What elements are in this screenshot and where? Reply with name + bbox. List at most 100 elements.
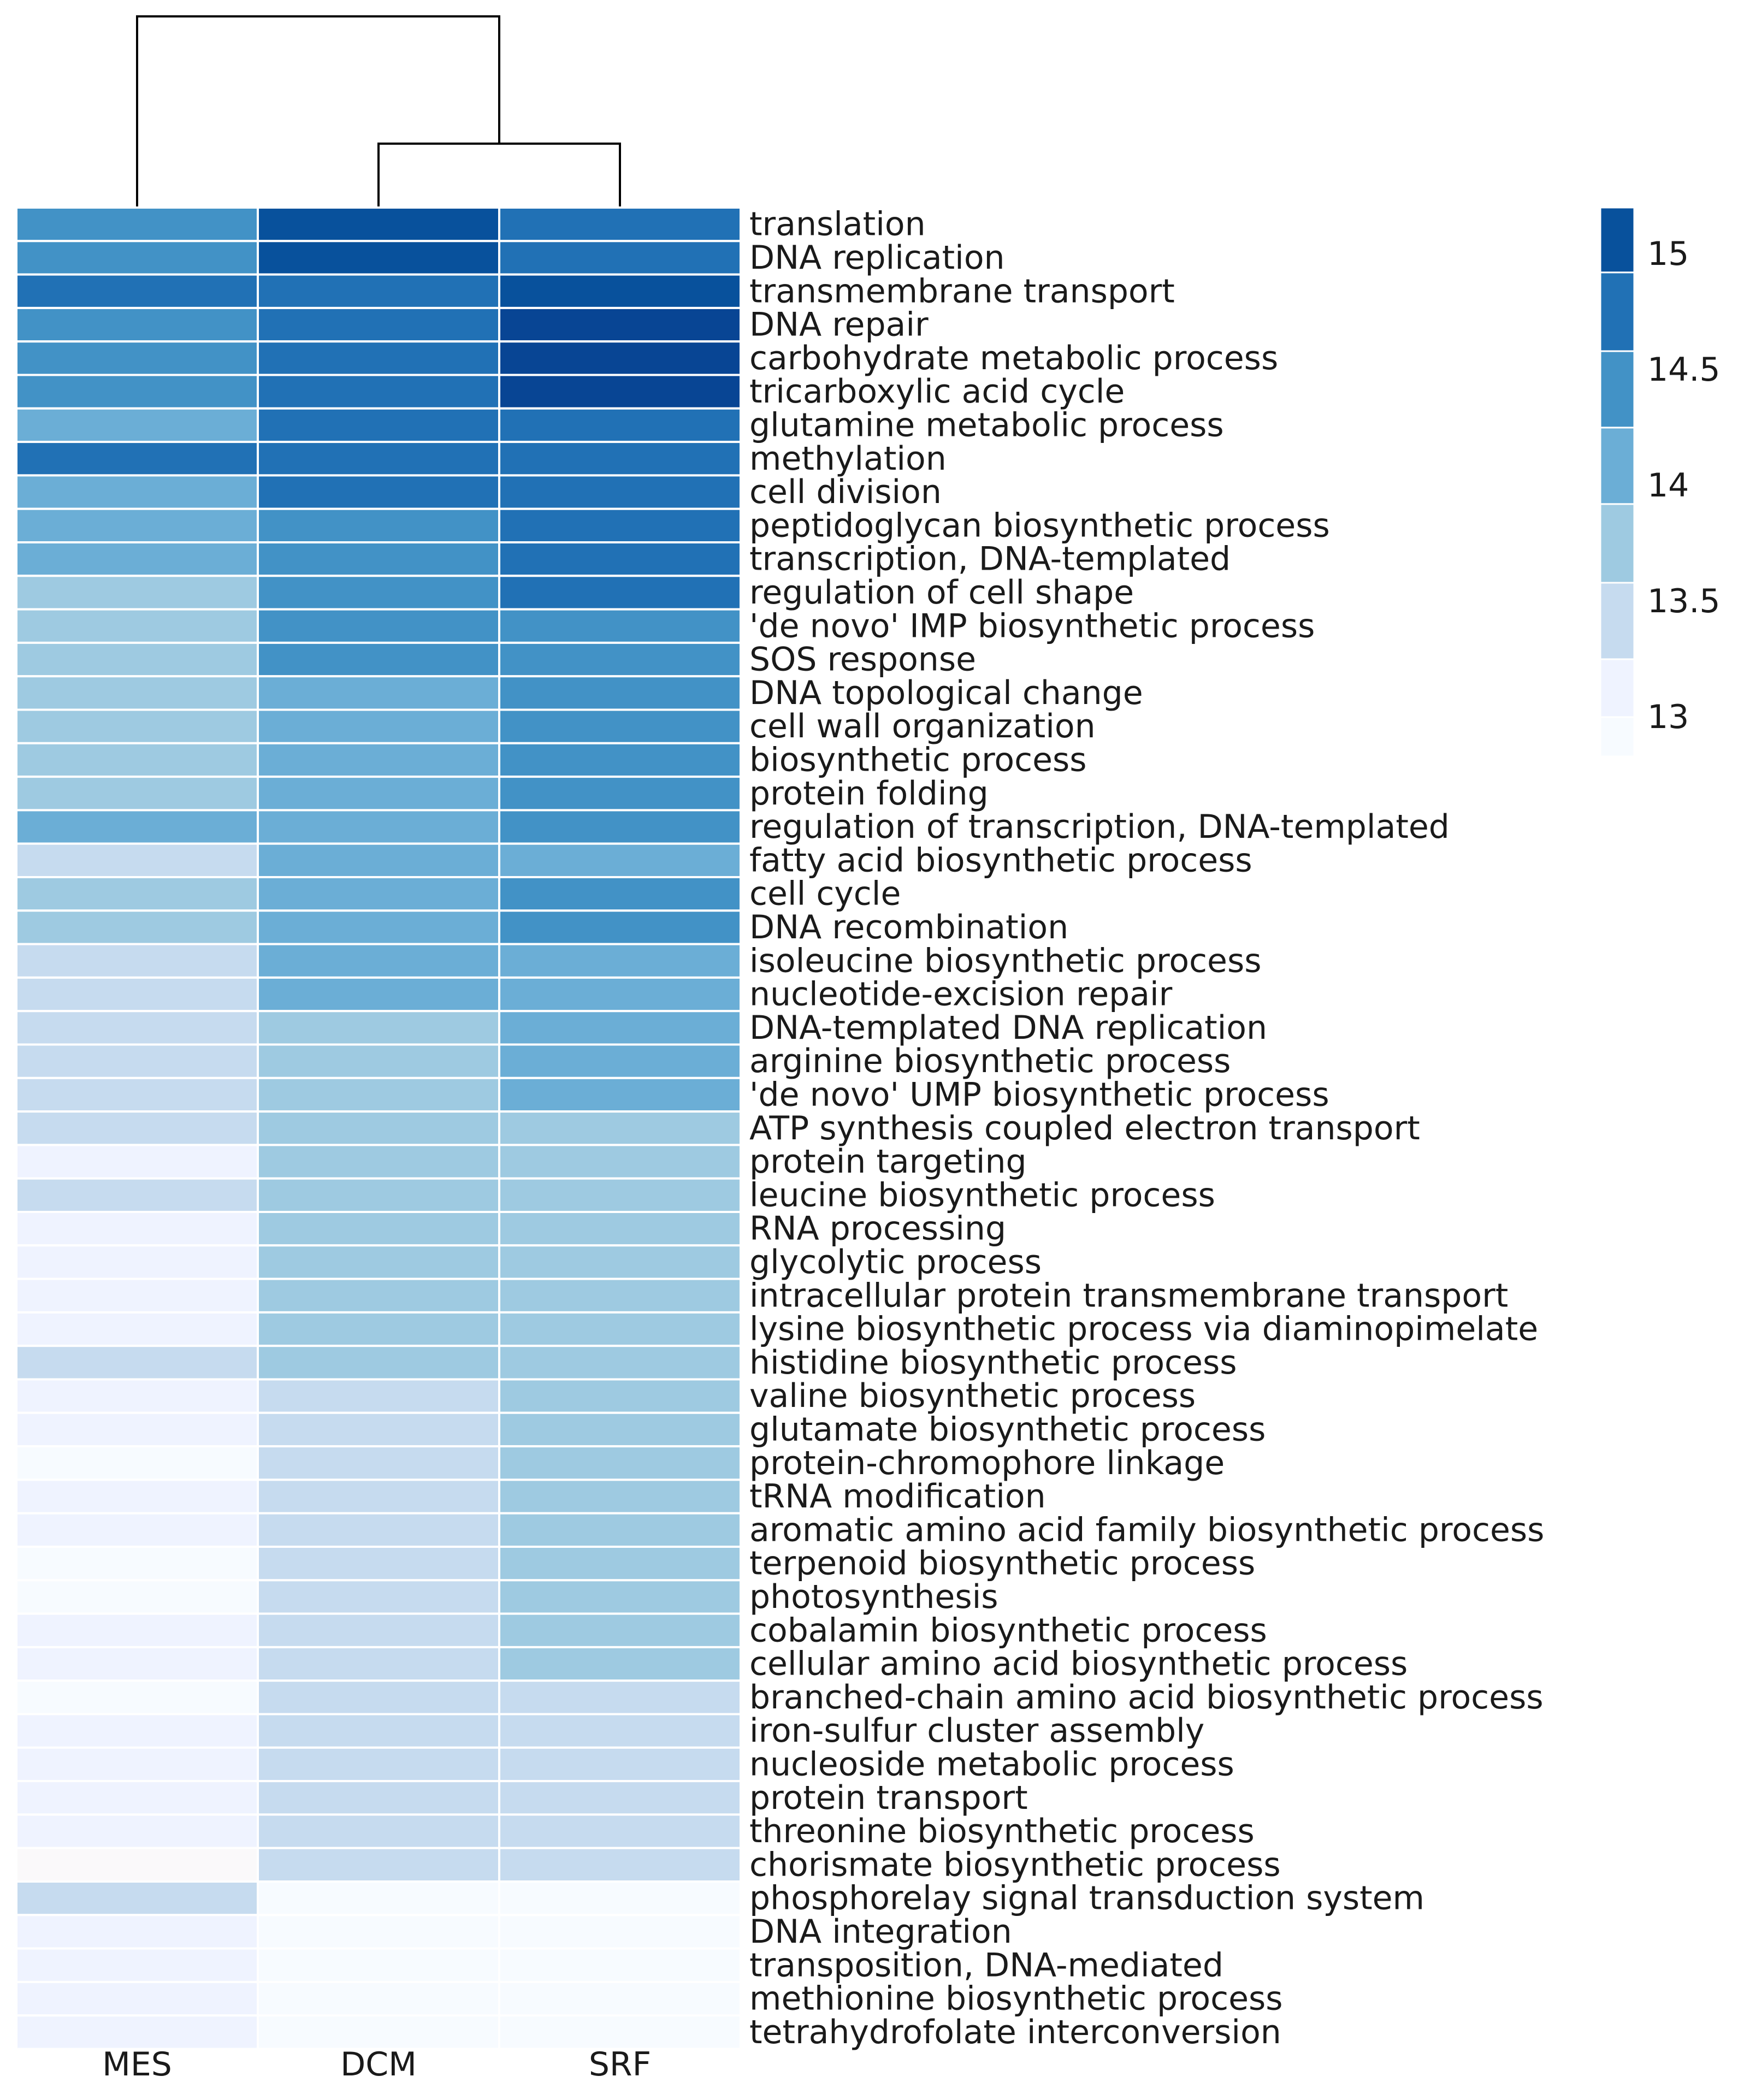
heatmap-cell-cell-division-srf	[498, 474, 742, 510]
heatmap-cell-methylation-mes	[15, 441, 259, 477]
legend-tick-label: 13	[1647, 698, 1689, 736]
heatmap-cell-photosynthesis-dcm	[257, 1579, 500, 1615]
heatmap-cell-tetrahydrofolate-interconversion-mes	[15, 2014, 259, 2050]
heatmap-cell-cell-division-dcm	[257, 474, 500, 510]
heatmap-cell-translation-srf	[498, 206, 742, 242]
heatmap-cell-valine-biosynthetic-process-srf	[498, 1378, 742, 1414]
heatmap-cell-aromatic-amino-acid-family-biosynthetic-process-srf	[498, 1512, 742, 1548]
row-label: cell wall organization	[749, 707, 1096, 746]
heatmap-cell-branched-chain-amino-acid-biosynthetic-process-srf	[498, 1679, 742, 1716]
legend-swatch-0	[1599, 716, 1635, 758]
heatmap-cell-fatty-acid-biosynthetic-process-srf	[498, 842, 742, 878]
heatmap-cell-dna-recombination-mes	[15, 909, 259, 945]
heatmap-cell-tetrahydrofolate-interconversion-dcm	[257, 2014, 500, 2050]
heatmap-cell-iron-sulfur-cluster-assembly-mes	[15, 1713, 259, 1749]
heatmap-cell-terpenoid-biosynthetic-process-srf	[498, 1546, 742, 1582]
heatmap-cell-isoleucine-biosynthetic-process-srf	[498, 943, 742, 979]
heatmap-cell-protein-folding-dcm	[257, 776, 500, 812]
heatmap-cell-leucine-biosynthetic-process-dcm	[257, 1177, 500, 1213]
heatmap-cell-phosphorelay-signal-transduction-system-srf	[498, 1880, 742, 1916]
row-label: tetrahydrofolate interconversion	[749, 2013, 1281, 2051]
heatmap-cell-dna-repair-mes	[15, 306, 259, 343]
row-label: histidine biosynthetic process	[749, 1344, 1237, 1382]
heatmap-cell-nucleotide-excision-repair-dcm	[257, 976, 500, 1013]
legend-swatch-4	[1599, 427, 1635, 505]
heatmap-cell-branched-chain-amino-acid-biosynthetic-process-mes	[15, 1679, 259, 1716]
heatmap-cell-trna-modification-dcm	[257, 1478, 500, 1515]
row-label: glycolytic process	[749, 1243, 1042, 1281]
heatmap-cell-cell-wall-organization-dcm	[257, 708, 500, 744]
heatmap-cell-glutamate-biosynthetic-process-srf	[498, 1411, 742, 1448]
heatmap-cell-dna-replication-dcm	[257, 240, 500, 276]
heatmap-cell-protein-targeting-mes	[15, 1144, 259, 1180]
row-label: protein targeting	[749, 1143, 1027, 1181]
heatmap-cell-leucine-biosynthetic-process-srf	[498, 1177, 742, 1213]
heatmap-cell-fatty-acid-biosynthetic-process-mes	[15, 842, 259, 878]
heatmap-cell-cell-cycle-dcm	[257, 876, 500, 912]
heatmap-cell-phosphorelay-signal-transduction-system-dcm	[257, 1880, 500, 1916]
column-label-srf: SRF	[589, 2045, 651, 2084]
heatmap-cell-isoleucine-biosynthetic-process-dcm	[257, 943, 500, 979]
heatmap-cell-tricarboxylic-acid-cycle-mes	[15, 374, 259, 410]
row-label: tRNA modification	[749, 1477, 1046, 1516]
column-label-dcm: DCM	[340, 2045, 417, 2084]
heatmap-cell-de-novo-imp-biosynthetic-process-mes	[15, 608, 259, 644]
row-label: leucine biosynthetic process	[749, 1176, 1215, 1214]
row-label: threonine biosynthetic process	[749, 1812, 1255, 1850]
row-label: cell cycle	[749, 875, 901, 913]
heatmap-cell-methionine-biosynthetic-process-dcm	[257, 1980, 500, 2017]
heatmap-cell-protein-folding-mes	[15, 776, 259, 812]
heatmap-cell-dna-replication-srf	[498, 240, 742, 276]
row-label: transcription, DNA-templated	[749, 540, 1231, 578]
row-label: translation	[749, 205, 926, 244]
heatmap-cell-glutamine-metabolic-process-srf	[498, 407, 742, 443]
heatmap-cell-leucine-biosynthetic-process-mes	[15, 1177, 259, 1213]
heatmap-cell-peptidoglycan-biosynthetic-process-srf	[498, 507, 742, 544]
heatmap-cell-intracellular-protein-transmembrane-transport-mes	[15, 1277, 259, 1314]
legend-swatch-2	[1599, 582, 1635, 660]
row-label: arginine biosynthetic process	[749, 1042, 1231, 1080]
heatmap-cell-protein-chromophore-linkage-dcm	[257, 1445, 500, 1481]
heatmap-cell-methionine-biosynthetic-process-mes	[15, 1980, 259, 2017]
heatmap-cell-dna-repair-srf	[498, 306, 742, 343]
heatmap-cell-protein-transport-mes	[15, 1780, 259, 1816]
heatmap-cell-transcription-dna-templated-mes	[15, 541, 259, 577]
heatmap-cell-transmembrane-transport-srf	[498, 273, 742, 309]
heatmap-cell-rna-processing-mes	[15, 1211, 259, 1247]
heatmap-cell-transmembrane-transport-dcm	[257, 273, 500, 309]
legend-swatch-6	[1599, 271, 1635, 352]
heatmap-cell-protein-transport-dcm	[257, 1780, 500, 1816]
row-label: transposition, DNA-mediated	[749, 1946, 1223, 1984]
heatmap-cell-dna-topological-change-mes	[15, 675, 259, 711]
heatmap-cells	[15, 206, 742, 2050]
heatmap-cell-regulation-of-cell-shape-dcm	[257, 575, 500, 611]
heatmap-cell-glycolytic-process-mes	[15, 1244, 259, 1280]
heatmap-cell-nucleotide-excision-repair-srf	[498, 976, 742, 1013]
column-dendrogram	[136, 15, 621, 208]
column-labels: MES DCM SRF	[102, 2045, 651, 2084]
heatmap-cell-phosphorelay-signal-transduction-system-mes	[15, 1880, 259, 1916]
heatmap-cell-atp-synthesis-coupled-electron-transport-srf	[498, 1110, 742, 1146]
legend-swatch-1	[1599, 658, 1635, 718]
heatmap-cell-tricarboxylic-acid-cycle-dcm	[257, 374, 500, 410]
row-label: terpenoid biosynthetic process	[749, 1545, 1255, 1583]
heatmap-cell-dna-topological-change-dcm	[257, 675, 500, 711]
row-label: phosphorelay signal transduction system	[749, 1879, 1424, 1918]
heatmap-cell-dna-integration-dcm	[257, 1914, 500, 1950]
row-label: cell division	[749, 473, 942, 511]
heatmap-cell-cobalamin-biosynthetic-process-mes	[15, 1612, 259, 1648]
heatmap-cell-atp-synthesis-coupled-electron-transport-dcm	[257, 1110, 500, 1146]
heatmap-cell-cobalamin-biosynthetic-process-dcm	[257, 1612, 500, 1648]
heatmap-cell-protein-chromophore-linkage-mes	[15, 1445, 259, 1481]
heatmap-cell-threonine-biosynthetic-process-dcm	[257, 1813, 500, 1849]
heatmap-cell-glycolytic-process-dcm	[257, 1244, 500, 1280]
legend-swatch-5	[1599, 350, 1635, 429]
heatmap-cell-sos-response-dcm	[257, 641, 500, 678]
heatmap-cell-protein-targeting-dcm	[257, 1144, 500, 1180]
heatmap-cell-glutamate-biosynthetic-process-mes	[15, 1411, 259, 1448]
heatmap-cell-histidine-biosynthetic-process-srf	[498, 1345, 742, 1381]
heatmap-cell-dna-templated-dna-replication-dcm	[257, 1010, 500, 1046]
heatmap-cell-glutamate-biosynthetic-process-dcm	[257, 1411, 500, 1448]
color-legend: 15 14.5 14 13.5 13	[1599, 206, 1721, 758]
